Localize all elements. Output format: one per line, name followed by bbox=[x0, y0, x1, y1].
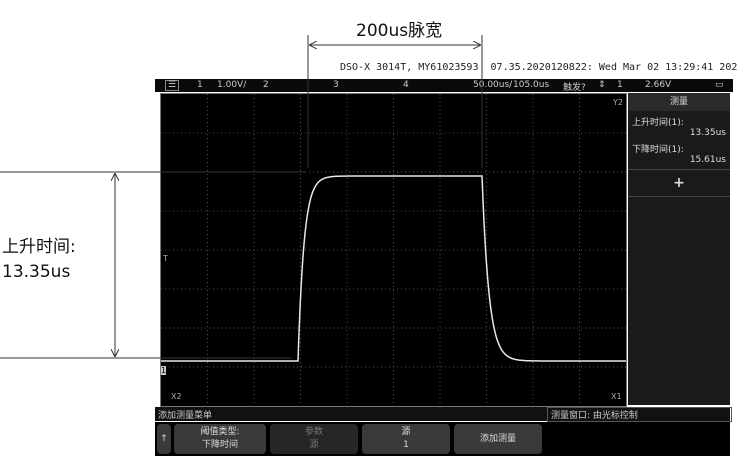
source-value: 1 bbox=[403, 440, 409, 450]
add-measurement-plus[interactable]: + bbox=[628, 169, 730, 197]
ch1-label[interactable]: 1 bbox=[197, 80, 203, 90]
type-value: 下降时间 bbox=[201, 440, 238, 450]
ch1-scale[interactable]: 1.00V/ bbox=[217, 80, 247, 90]
trigger-source[interactable]: 1 bbox=[617, 80, 623, 90]
waveform-svg bbox=[161, 94, 626, 406]
ch2-label[interactable]: 2 bbox=[263, 80, 269, 90]
fall-value: 15.61us bbox=[689, 155, 726, 165]
trigger-marker: T bbox=[163, 254, 168, 263]
ch1-ground-marker: 1 bbox=[161, 366, 167, 375]
date-text: 07.35.2020120822: Wed Mar 02 13:29:41 20… bbox=[490, 62, 738, 73]
waveform-display[interactable]: T 1 X2 X1 Y2 bbox=[160, 93, 627, 407]
window-icon[interactable]: ▭ bbox=[715, 80, 724, 90]
cursor-y2-marker[interactable]: Y2 bbox=[613, 98, 623, 107]
type-softkey[interactable]: 阈值类型: 下降时间 bbox=[174, 424, 266, 454]
ch3-label[interactable]: 3 bbox=[333, 80, 339, 90]
ch1-trace bbox=[161, 175, 626, 362]
measurement-rise[interactable]: 上升时间(1): 13.35us bbox=[628, 111, 730, 142]
measurement-fall[interactable]: 下降时间(1): 15.61us bbox=[628, 142, 730, 169]
delay[interactable]: 105.0us bbox=[513, 80, 550, 90]
param-value: 源 bbox=[309, 440, 319, 450]
cursor-x2-marker[interactable]: X2 bbox=[171, 392, 182, 401]
menu-icon[interactable]: ☰ bbox=[165, 80, 180, 91]
param-label: 参数 bbox=[304, 427, 323, 437]
back-up-button[interactable]: ↑ bbox=[157, 424, 171, 454]
trigger-level[interactable]: 2.66V bbox=[645, 80, 672, 90]
pulse-width-annotation: 200us脉宽 bbox=[356, 21, 443, 41]
scope-top-bar: ☰ 1 1.00V/ 2 3 4 50.00us/ 105.0us 触发? ⇕ … bbox=[155, 79, 733, 93]
trigger-edge-icon: ⇕ bbox=[598, 80, 606, 90]
rise-time-annotation-label: 上升时间: bbox=[2, 237, 76, 257]
timebase[interactable]: 50.00us/ bbox=[473, 80, 513, 90]
cursor-x1-marker[interactable]: X1 bbox=[611, 392, 622, 401]
rise-value: 13.35us bbox=[689, 128, 726, 138]
source-label: 源 bbox=[401, 427, 411, 437]
model-text: DSO-X 3014T, MY61023593 bbox=[340, 62, 479, 73]
panel-title: 测量 bbox=[628, 93, 730, 111]
add-measurement-button[interactable]: 添加测量 bbox=[454, 424, 542, 454]
scope-header: DSO-X 3014T, MY61023593 07.35.2020120822… bbox=[340, 62, 738, 73]
rise-label: 上升时间(1): bbox=[632, 118, 684, 128]
ch4-label[interactable]: 4 bbox=[403, 80, 409, 90]
menu-title: 添加测量菜单 bbox=[158, 411, 213, 421]
trigger-status[interactable]: 触发? bbox=[563, 83, 586, 93]
param-softkey[interactable]: 参数源 bbox=[270, 424, 358, 454]
fall-label: 下降时间(1): bbox=[632, 145, 684, 155]
measurement-window-status: 测量窗口: 由光标控制 bbox=[547, 407, 732, 422]
message-bar: 添加测量菜单 测量窗口: 由光标控制 bbox=[155, 407, 732, 422]
rise-time-annotation-value: 13.35us bbox=[2, 262, 71, 282]
measurement-panel: 测量 上升时间(1): 13.35us 下降时间(1): 15.61us + bbox=[628, 93, 730, 405]
type-label: 阈值类型: bbox=[200, 427, 240, 437]
